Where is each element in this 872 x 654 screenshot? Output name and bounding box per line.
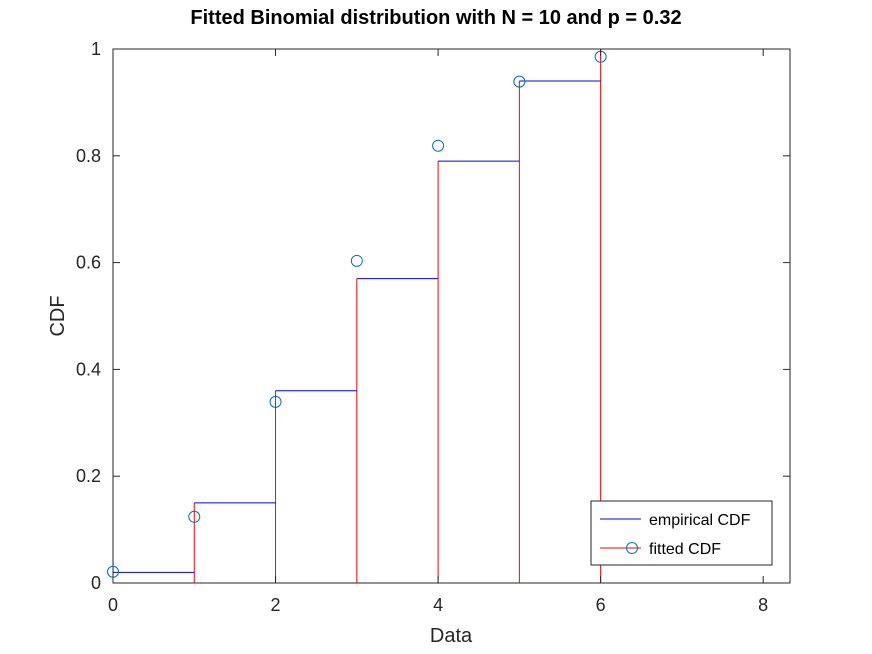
ticks-layer: 0 2 4 6 8 0 0.2 0.4 0.6 0.8 1 (76, 39, 790, 615)
fitted-cdf-marker (432, 139, 445, 152)
legend-box (590, 500, 773, 566)
fitted-cdf-marker (188, 510, 201, 523)
y-tick-label: 0.4 (76, 359, 101, 379)
chart-title: Fitted Binomial distribution with N = 10… (190, 7, 681, 29)
x-tick-label: 4 (433, 595, 443, 615)
x-tick-label: 8 (758, 595, 768, 615)
fitted-cdf-marker (269, 395, 282, 408)
plot-area (112, 48, 791, 584)
legend-fitted-marker (626, 542, 638, 554)
x-tick-label: 6 (596, 595, 606, 615)
x-axis-label: Data (430, 625, 473, 647)
x-tick-label: 0 (108, 595, 118, 615)
axes-box (112, 48, 791, 584)
series-layer (107, 49, 607, 583)
y-tick-label: 0.6 (76, 253, 101, 273)
y-tick-label: 0 (91, 573, 101, 593)
legend-fitted-label: fitted CDF (649, 541, 721, 558)
y-tick-label: 0.2 (76, 466, 101, 486)
fitted-cdf-marker (350, 254, 363, 267)
legend-empirical-label: empirical CDF (649, 512, 751, 529)
x-tick-label: 2 (271, 595, 281, 615)
y-axis-label: CDF (47, 295, 69, 336)
y-tick-label: 1 (91, 39, 101, 59)
legend: empirical CDF fitted CDF (590, 500, 773, 566)
y-tick-label: 0.8 (76, 146, 101, 166)
fitted-cdf-marker (513, 75, 526, 88)
